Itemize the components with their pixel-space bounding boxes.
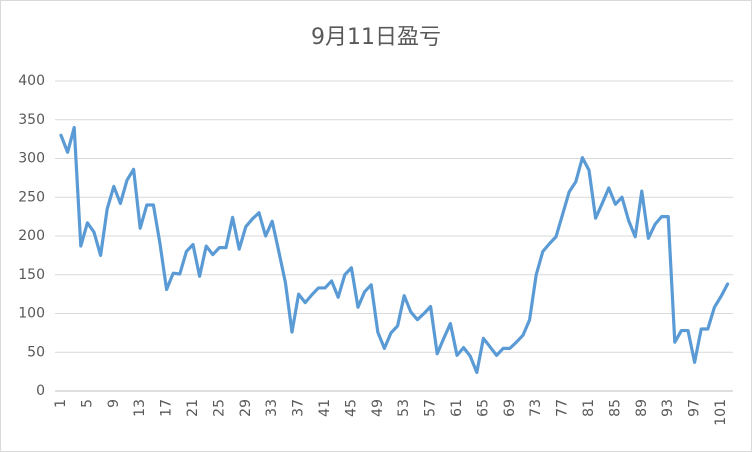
x-tick-label: 89 xyxy=(634,399,650,417)
x-tick-label: 1 xyxy=(53,399,69,408)
y-tick-label: 150 xyxy=(18,267,45,283)
x-tick-label: 41 xyxy=(317,399,333,417)
x-tick-label: 33 xyxy=(264,399,280,417)
y-tick-label: 50 xyxy=(27,344,45,360)
x-tick-label: 65 xyxy=(475,399,491,417)
x-tick-label: 69 xyxy=(502,399,518,417)
x-tick-label: 17 xyxy=(159,399,175,417)
x-tick-label: 53 xyxy=(396,399,412,417)
y-tick-label: 250 xyxy=(18,189,45,205)
y-tick-label: 0 xyxy=(36,383,45,399)
x-tick-label: 57 xyxy=(423,399,439,417)
x-tick-label: 5 xyxy=(79,399,95,408)
x-tick-label: 93 xyxy=(660,399,676,417)
x-tick-label: 25 xyxy=(211,399,227,417)
y-tick-label: 350 xyxy=(18,112,45,128)
x-tick-label: 61 xyxy=(449,399,465,417)
x-tick-label: 85 xyxy=(607,399,623,417)
x-tick-label: 101 xyxy=(713,399,729,426)
y-tick-label: 100 xyxy=(18,306,45,322)
x-tick-label: 29 xyxy=(238,399,254,417)
chart-title: 9月11日盈亏 xyxy=(311,25,441,50)
x-tick-label: 37 xyxy=(291,399,307,417)
x-tick-label: 81 xyxy=(581,399,597,417)
x-tick-label: 49 xyxy=(370,399,386,417)
data-line xyxy=(59,125,730,374)
x-tick-label: 77 xyxy=(555,399,571,417)
y-tick-label: 400 xyxy=(18,73,45,89)
x-tick-label: 9 xyxy=(106,399,122,408)
x-tick-label: 45 xyxy=(343,399,359,417)
x-tick-label: 13 xyxy=(132,399,148,417)
x-tick-label: 73 xyxy=(528,399,544,417)
y-tick-label: 200 xyxy=(18,228,45,244)
y-tick-label: 300 xyxy=(18,151,45,167)
x-tick-label: 97 xyxy=(687,399,703,417)
x-tick-label: 21 xyxy=(185,399,201,417)
